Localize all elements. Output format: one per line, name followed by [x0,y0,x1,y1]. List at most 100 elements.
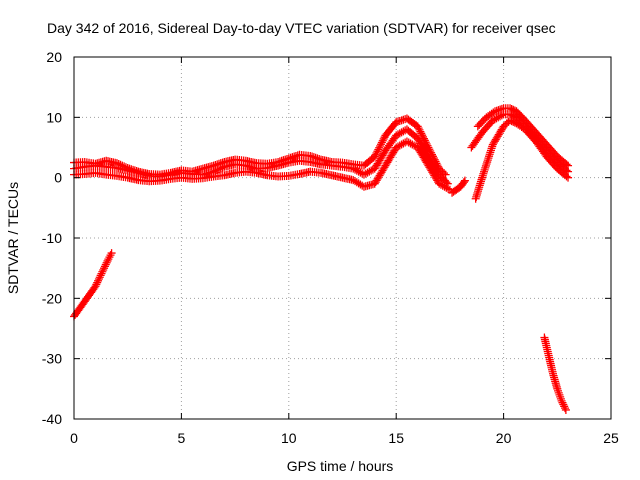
data-point [410,141,419,150]
data-point [100,264,109,273]
data-point [556,394,565,403]
data-point [561,405,570,414]
data-point [93,278,102,287]
y-tick-label: 20 [46,49,62,65]
data-point [356,168,365,177]
data-point [392,143,401,152]
data-point [376,140,385,149]
x-tick-label: 5 [178,430,186,446]
x-axis-title: GPS time / hours [287,458,394,474]
data-point [488,116,497,125]
data-point [419,132,428,141]
series-arc-late-drop [540,333,570,414]
data-point [91,282,100,291]
data-point [459,178,468,187]
series-arc-late-lower [471,116,573,203]
data-point [418,131,427,140]
x-tick-label: 25 [603,430,619,446]
data-point [213,166,222,175]
series-arc-early-drop [70,249,116,321]
grid [74,57,611,419]
data-point [489,108,498,117]
data-point [440,182,449,191]
data-point [561,404,570,413]
tick-labels: 0 5 10 15 20 25 -40 -30 -20 -10 0 10 20 [42,49,619,446]
data-point [100,262,109,271]
data-point [395,129,404,138]
data-point [216,164,225,173]
data-point [103,256,112,265]
data-point [496,112,505,121]
data-point [559,400,568,409]
data-point [492,114,501,123]
data-point [361,169,370,178]
data-point [92,280,101,289]
data-point [497,111,506,120]
data-point [395,141,404,150]
series-arc-lower [70,137,454,194]
data-point [373,147,382,156]
x-tick-label: 15 [388,430,404,446]
data-point [460,176,469,185]
data-point [554,388,563,397]
data-point [510,118,519,127]
data-point [564,173,573,182]
data-point [392,131,401,140]
data-point [104,255,113,264]
data-point [99,265,108,274]
data-point [558,398,567,407]
data-point [375,143,384,152]
data-point [95,273,104,282]
data-point [416,127,425,136]
data-point [371,150,380,159]
y-tick-label: -10 [42,230,62,246]
data-point [553,384,562,393]
y-tick-label: 10 [46,109,62,125]
data-point [94,276,103,285]
y-axis-title: SDTVAR / TECUs [5,182,21,294]
data-point [435,179,444,188]
x-tick-label: 20 [496,430,512,446]
data-point [554,386,563,395]
data-point [379,134,388,143]
data-point [363,168,372,177]
chart-title: Day 342 of 2016, Sidereal Day-to-day VTE… [47,20,556,36]
data-point [408,140,417,149]
plot-points [70,104,573,414]
x-tick-label: 10 [281,430,297,446]
data-point [417,129,426,138]
data-point [370,152,379,161]
data-point [413,122,422,131]
data-point [406,139,415,148]
data-point [376,141,385,150]
data-point [214,165,223,174]
data-point [444,184,453,193]
data-point [490,115,499,124]
data-point [352,166,361,175]
y-tick-label: -20 [42,290,62,306]
ticks [73,56,612,420]
data-point [105,253,114,262]
data-point [397,140,406,149]
data-point [97,269,106,278]
data-point [359,170,368,179]
x-tick-label: 0 [70,430,78,446]
data-point [562,172,571,181]
data-point [397,128,406,137]
data-point [494,113,503,122]
data-point [404,138,413,147]
data-point [438,181,447,190]
data-point [107,249,116,258]
data-point [399,139,408,148]
data-point [101,260,110,269]
data-point [367,166,376,175]
data-point [98,267,107,276]
data-point [557,396,566,405]
y-tick-label: -40 [42,411,62,427]
series-arc-gap-short [448,176,469,197]
data-point [372,149,381,158]
data-point [556,392,565,401]
data-point [393,142,402,151]
data-point [393,130,402,139]
data-point [96,271,105,280]
